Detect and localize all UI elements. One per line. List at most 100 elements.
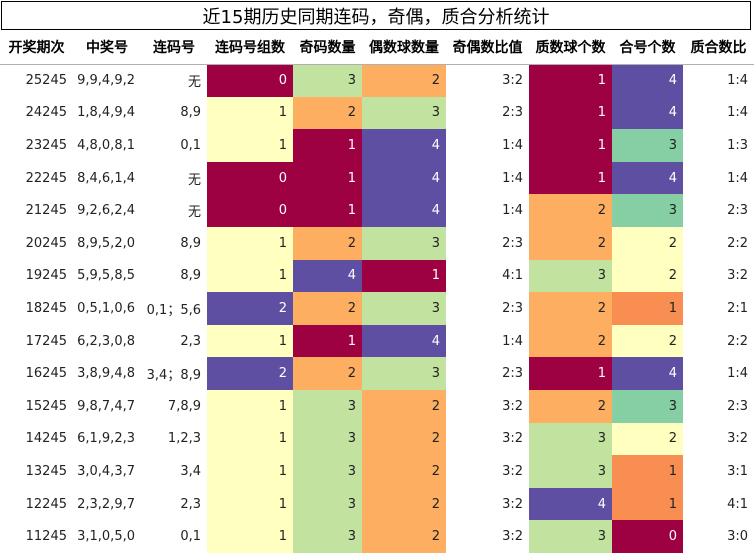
cell-composite: 4 — [612, 64, 683, 97]
cell-even: 4 — [362, 324, 446, 358]
table-row: 23245 4,8,0,8,1 0,1 1 1 4 1:4 1 3 1:3 — [0, 129, 754, 162]
table-row: 24245 1,8,4,9,4 8,9 1 2 3 2:3 1 4 1:4 — [0, 96, 754, 130]
cell-oe-ratio: 3:2 — [502, 398, 523, 414]
col-header-prime: 质数球个数 — [529, 31, 612, 65]
cell-oe-ratio: 3:2 — [502, 496, 523, 512]
cell-groups: 1 — [207, 455, 293, 488]
col-header-groups: 连码号组数 — [207, 31, 293, 65]
cell-composite: 3 — [612, 389, 683, 423]
table-body: 25245 9,9,4,9,2 无 0 3 2 3:2 1 4 1:4 24245 1,8,4,9,4… — [0, 64, 754, 553]
cell-odd: 2 — [293, 226, 362, 260]
table-row: 16245 3,8,9,4,8 3,4；8,9 2 2 3 2:3 1 4 1:4 — [0, 357, 754, 390]
col-header-even: 偶数球数量 — [362, 31, 446, 65]
cell-odd: 3 — [293, 389, 362, 423]
cell-oe-ratio: 1:4 — [502, 170, 523, 186]
col-header-pc-ratio: 质合数比 — [683, 31, 754, 65]
table-row: 17245 6,2,3,0,8 2,3 1 1 4 1:4 2 2 2:2 — [0, 324, 754, 358]
cell-odd: 3 — [293, 487, 362, 521]
cell-composite: 2 — [612, 324, 683, 358]
cell-groups: 1 — [207, 422, 293, 456]
cell-oe-ratio: 3:2 — [502, 529, 523, 545]
cell-numbers: 9,8,7,4,7 — [77, 398, 135, 414]
cell-prime: 2 — [529, 389, 612, 423]
cell-consec: 无 — [187, 172, 201, 188]
cell-pc-ratio: 2:2 — [727, 333, 748, 349]
table-row: 12245 2,3,2,9,7 2,3 1 3 2 3:2 4 1 4:1 — [0, 487, 754, 521]
cell-consec: 3,4 — [180, 463, 201, 479]
cell-groups: 1 — [207, 129, 293, 162]
cell-numbers: 2,3,2,9,7 — [77, 496, 135, 512]
cell-consec: 无 — [187, 75, 201, 91]
cell-pc-ratio: 1:4 — [727, 105, 748, 121]
cell-consec: 3,4；8,9 — [146, 368, 201, 384]
cell-odd: 3 — [293, 520, 362, 553]
cell-pc-ratio: 1:4 — [727, 170, 748, 186]
cell-pc-ratio: 3:1 — [727, 463, 748, 479]
cell-pc-ratio: 2:3 — [727, 398, 748, 414]
table-row: 25245 9,9,4,9,2 无 0 3 2 3:2 1 4 1:4 — [0, 64, 754, 97]
col-header-numbers: 中奖号 — [73, 31, 141, 65]
cell-prime: 3 — [529, 455, 612, 488]
cell-oe-ratio: 3:2 — [502, 463, 523, 479]
cell-period: 19245 — [25, 268, 67, 284]
cell-prime: 2 — [529, 324, 612, 358]
cell-period: 18245 — [25, 300, 67, 316]
cell-period: 14245 — [25, 431, 67, 447]
cell-composite: 2 — [612, 226, 683, 260]
cell-numbers: 4,8,0,8,1 — [77, 137, 135, 153]
cell-consec: 0,1；5,6 — [146, 302, 201, 318]
cell-composite: 1 — [612, 487, 683, 521]
cell-pc-ratio: 1:3 — [727, 137, 748, 153]
cell-pc-ratio: 2:2 — [727, 235, 748, 251]
col-header-period: 开奖期次 — [0, 31, 73, 65]
cell-prime: 2 — [529, 292, 612, 325]
col-header-composite: 合号个数 — [612, 31, 683, 65]
cell-odd: 1 — [293, 324, 362, 358]
cell-odd: 3 — [293, 455, 362, 488]
cell-pc-ratio: 1:4 — [727, 73, 748, 89]
cell-even: 4 — [362, 194, 446, 227]
cell-pc-ratio: 3:2 — [727, 268, 748, 284]
cell-numbers: 3,0,4,3,7 — [77, 463, 135, 479]
cell-composite: 2 — [612, 259, 683, 293]
cell-odd: 3 — [293, 64, 362, 97]
cell-composite: 3 — [612, 129, 683, 162]
cell-oe-ratio: 3:2 — [502, 73, 523, 89]
cell-oe-ratio: 1:4 — [502, 333, 523, 349]
cell-numbers: 0,5,1,0,6 — [77, 300, 135, 316]
cell-consec: 8,9 — [180, 268, 201, 284]
cell-even: 2 — [362, 487, 446, 521]
col-header-consec: 连码号 — [141, 31, 207, 65]
cell-odd: 1 — [293, 161, 362, 195]
cell-numbers: 3,8,9,4,8 — [77, 366, 135, 382]
cell-odd: 3 — [293, 422, 362, 456]
cell-odd: 1 — [293, 129, 362, 162]
cell-prime: 4 — [529, 487, 612, 521]
cell-period: 15245 — [25, 398, 67, 414]
cell-groups: 1 — [207, 487, 293, 521]
cell-composite: 4 — [612, 96, 683, 130]
cell-groups: 2 — [207, 357, 293, 390]
cell-oe-ratio: 2:3 — [502, 366, 523, 382]
cell-oe-ratio: 2:3 — [502, 300, 523, 316]
cell-composite: 0 — [612, 520, 683, 553]
cell-groups: 0 — [207, 194, 293, 227]
col-header-odd: 奇码数量 — [293, 31, 362, 65]
cell-even: 2 — [362, 422, 446, 456]
cell-prime: 1 — [529, 129, 612, 162]
cell-even: 2 — [362, 520, 446, 553]
cell-composite: 1 — [612, 292, 683, 325]
cell-pc-ratio: 2:3 — [727, 203, 748, 219]
cell-even: 4 — [362, 129, 446, 162]
cell-oe-ratio: 1:4 — [502, 203, 523, 219]
table-row: 20245 8,9,5,2,0 8,9 1 2 3 2:3 2 2 2:2 — [0, 226, 754, 260]
cell-prime: 2 — [529, 226, 612, 260]
cell-consec: 1,2,3 — [167, 431, 201, 447]
table-title: 近15期历史同期连码，奇偶，质合分析统计 — [1, 1, 751, 30]
cell-consec: 2,3 — [180, 333, 201, 349]
cell-groups: 2 — [207, 292, 293, 325]
cell-oe-ratio: 2:3 — [502, 235, 523, 251]
table-row: 22245 8,4,6,1,4 无 0 1 4 1:4 1 4 1:4 — [0, 161, 754, 195]
cell-odd: 4 — [293, 259, 362, 293]
